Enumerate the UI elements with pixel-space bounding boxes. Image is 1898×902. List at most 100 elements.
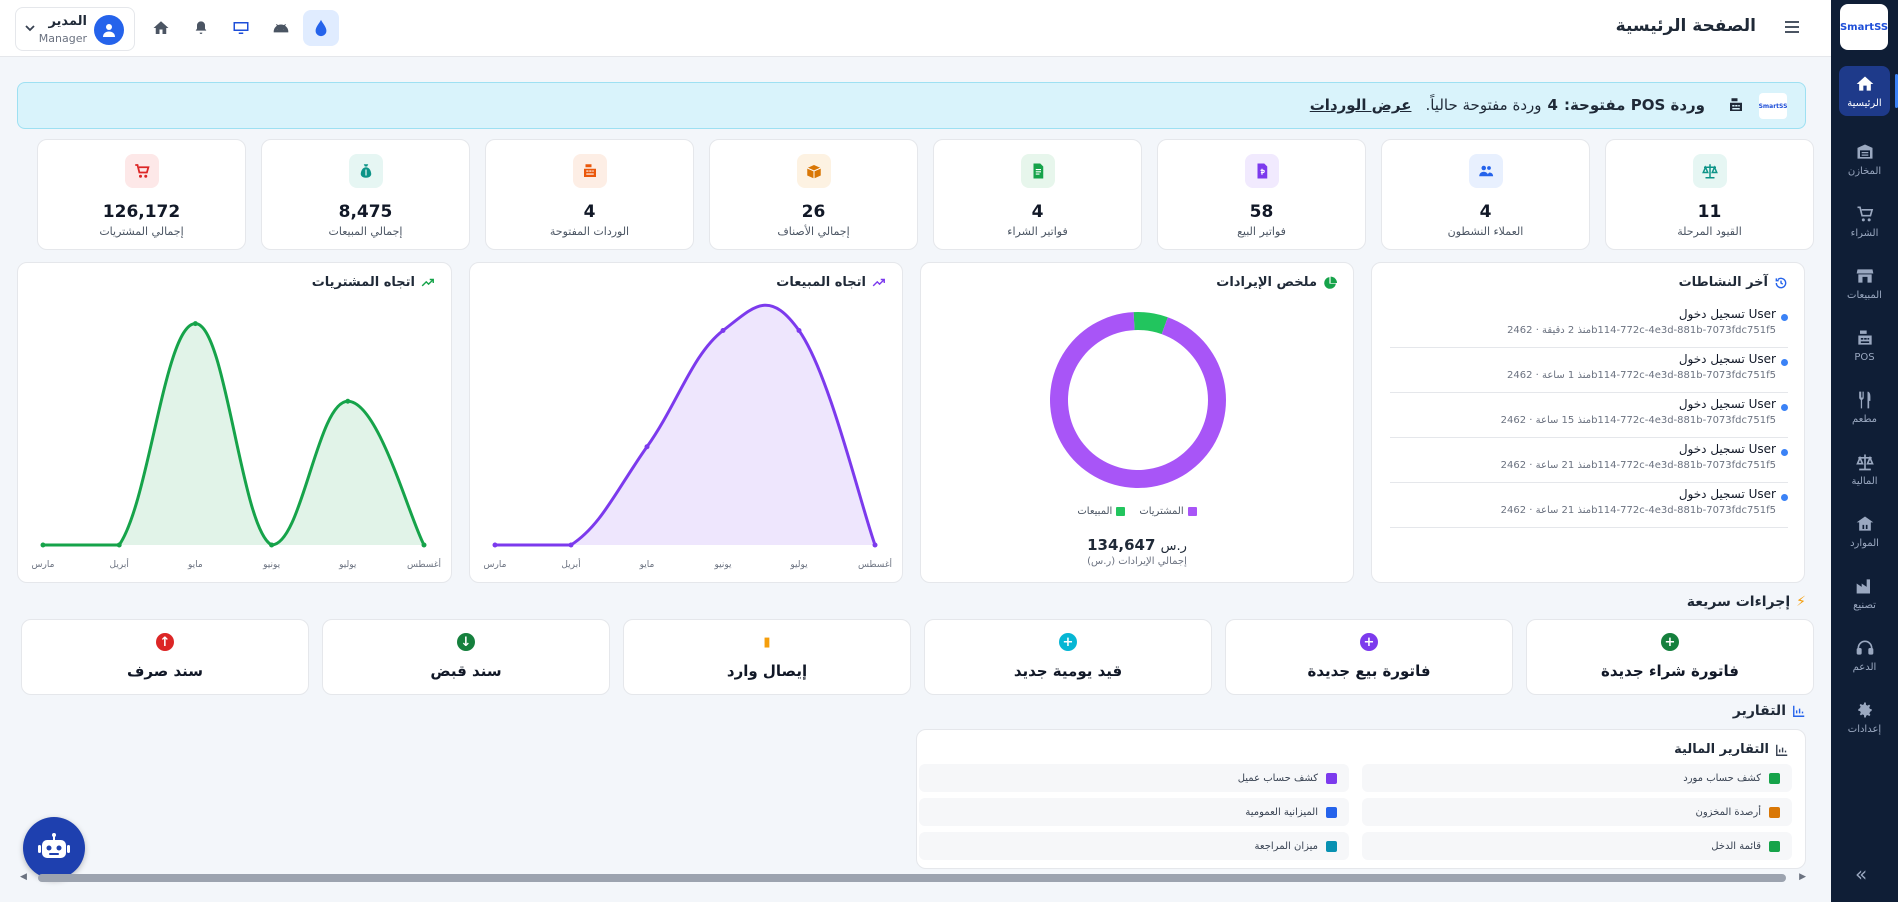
report-customer-statement[interactable]: كشف حساب عميل	[919, 764, 1349, 792]
sidebar-item-restaurant[interactable]: مطعم	[1831, 376, 1898, 438]
stat-card-active-customers[interactable]: 4 العملاء النشطون	[1381, 139, 1590, 250]
report-inventory-balances[interactable]: أرصدة المخزون	[1362, 798, 1792, 826]
chart-icon	[1776, 744, 1788, 756]
new-sales-invoice-button[interactable]: + فاتورة بيع جديدة	[1225, 619, 1513, 695]
purchases-trend-chart: مارس أبريل مايو يونيو يوليو أغسطس	[32, 321, 441, 570]
box-icon	[796, 154, 831, 188]
sales-tick-label: أبريل	[561, 558, 580, 570]
android-icon	[273, 23, 289, 33]
report-income-statement[interactable]: قائمة الدخل	[1362, 832, 1792, 860]
page-title: الصفحة الرئيسية	[1615, 16, 1756, 36]
sidebar-item-pos[interactable]: POS	[1831, 314, 1898, 376]
sales-point[interactable]	[796, 328, 802, 334]
report-label: الميزانية العمومية	[1245, 806, 1318, 818]
chatbot-button[interactable]	[23, 817, 85, 879]
receipt-voucher-button[interactable]: ↓ سند قبض	[322, 619, 610, 695]
activity-title-text: آخر النشاطات	[1678, 275, 1768, 290]
revenue-total-value: 134,647	[1087, 536, 1156, 554]
sidebar-item-warehouses[interactable]: المخازن	[1831, 128, 1898, 190]
stat-value: 4	[583, 202, 596, 222]
headset-icon	[1856, 640, 1873, 655]
activity-item-subtitle: منذ 15 ساعة · 2462b114-772c-4e3d-881b-70…	[1500, 415, 1776, 426]
cart-icon	[1857, 206, 1873, 221]
scrollbar-thumb[interactable]	[38, 874, 1786, 882]
payment-voucher-button[interactable]: ↑ سند صرف	[21, 619, 309, 695]
bell-icon	[195, 21, 207, 34]
stat-card-sales-invoices[interactable]: 58 فواتير البيع	[1157, 139, 1366, 250]
stat-label: إجمالي المشتريات	[99, 225, 184, 238]
pos-shift-banner: SmartSS وردة POS مفتوحة: 4 وردة مفتوحة ح…	[17, 82, 1806, 129]
user-role: Manager	[38, 32, 87, 45]
sales-tick-label: يوليو	[789, 560, 808, 570]
purchases-point[interactable]	[345, 398, 351, 404]
stat-label: القيود المرحلة	[1677, 225, 1742, 238]
banner-prefix: وردة POS مفتوحة:	[1563, 96, 1705, 114]
sidebar-item-settings[interactable]: إعدادات	[1831, 686, 1898, 748]
sidebar-item-home[interactable]: الرئيسية	[1839, 66, 1898, 116]
quick-action-label: سند صرف	[126, 662, 203, 680]
notifications-button[interactable]	[183, 10, 219, 46]
legend-purchases: المشتريات	[1139, 506, 1197, 517]
desktop-button[interactable]	[223, 10, 259, 46]
water-button[interactable]	[303, 10, 339, 46]
revenue-panel: ملخص الإيرادات المشتريات المبيعات 134,64…	[920, 262, 1354, 583]
purchases-point[interactable]	[192, 321, 198, 327]
sales-area-fill	[495, 305, 875, 545]
home-button[interactable]	[143, 10, 179, 46]
stat-card-purchase-invoices[interactable]: 4 فواتير الشراء	[933, 139, 1142, 250]
quick-actions-title: ⚡ إجراءات سريعة	[1687, 594, 1806, 610]
sidebar-item-sales[interactable]: المبيعات	[1831, 252, 1898, 314]
new-purchase-invoice-button[interactable]: + فاتورة شراء جديدة	[1526, 619, 1814, 695]
stat-card-total-purchases[interactable]: 126,172 إجمالي المشتريات	[37, 139, 246, 250]
sales-point[interactable]	[568, 542, 574, 548]
report-label: كشف حساب مورد	[1683, 772, 1761, 784]
stat-card-open-shifts[interactable]: 4 الوردات المفتوحة	[485, 139, 694, 250]
report-supplier-statement[interactable]: كشف حساب مورد	[1362, 764, 1792, 792]
logo[interactable]: SmartSS	[1840, 4, 1888, 50]
purchases-point[interactable]	[116, 542, 122, 548]
sidebar-item-resources[interactable]: الموارد	[1831, 500, 1898, 562]
new-journal-entry-button[interactable]: + قيد يومية جديد	[924, 619, 1212, 695]
scale-icon	[1855, 454, 1874, 470]
report-balance-sheet[interactable]: الميزانية العمومية	[919, 798, 1349, 826]
activity-item-title: تسجيل دخول User	[1678, 307, 1776, 321]
purchases-point[interactable]	[421, 542, 427, 548]
scroll-right-arrow[interactable]: ▶	[1799, 872, 1806, 882]
sales-point[interactable]	[720, 328, 726, 334]
stat-card-total-items[interactable]: 26 إجمالي الأصناف	[709, 139, 918, 250]
sales-point[interactable]	[644, 444, 650, 450]
purchases-point[interactable]	[269, 542, 275, 548]
banner-suffix: وردة مفتوحة حالياً.	[1425, 96, 1542, 114]
sidebar-item-label: المبيعات	[1847, 289, 1882, 301]
android-button[interactable]	[263, 10, 299, 46]
stat-card-posted-entries[interactable]: 11 القيود المرحلة	[1605, 139, 1814, 250]
menu-icon[interactable]	[1783, 18, 1801, 39]
sidebar-item-finance[interactable]: المالية	[1831, 438, 1898, 500]
report-trial-balance[interactable]: ميزان المراجعة	[919, 832, 1349, 860]
activity-panel: آخر النشاطات تسجيل دخول User منذ 2 دقيقة …	[1371, 262, 1805, 583]
user-menu[interactable]: المدير Manager	[15, 7, 135, 51]
sidebar-item-manufacturing[interactable]: تصنيع	[1831, 562, 1898, 624]
sales-tick-label: مارس	[484, 560, 507, 570]
sidebar-item-label: تصنيع	[1853, 599, 1876, 611]
collapse-sidebar-button[interactable]: «	[1855, 862, 1868, 886]
activity-item-title: تسجيل دخول User	[1678, 487, 1776, 501]
top-icons	[143, 10, 339, 46]
sidebar-item-support[interactable]: الدعم	[1831, 624, 1898, 686]
scroll-left-arrow[interactable]: ◀	[20, 872, 27, 882]
gear-icon	[1857, 702, 1872, 717]
horizontal-scrollbar[interactable]: ◀ ▶	[20, 872, 1806, 884]
incoming-receipt-button[interactable]: ▮ إيصال وارد	[623, 619, 911, 695]
topbar: الصفحة الرئيسية المدير Manager	[0, 0, 1831, 57]
quick-actions-title-text: إجراءات سريعة	[1686, 594, 1791, 610]
view-shifts-link[interactable]: عرض الوردات	[1309, 96, 1412, 114]
stat-card-total-sales[interactable]: 8,475 إجمالي المبيعات	[261, 139, 470, 250]
sidebar-item-purchase[interactable]: الشراء	[1831, 190, 1898, 252]
report-label: أرصدة المخزون	[1695, 806, 1761, 818]
donut-slice-sales[interactable]	[1133, 312, 1168, 335]
purchases-point[interactable]	[40, 542, 46, 548]
donut-slice-purchases[interactable]	[1050, 312, 1226, 489]
sales-point[interactable]	[872, 542, 878, 548]
sales-point[interactable]	[492, 542, 498, 548]
trend-up-icon	[872, 278, 885, 286]
